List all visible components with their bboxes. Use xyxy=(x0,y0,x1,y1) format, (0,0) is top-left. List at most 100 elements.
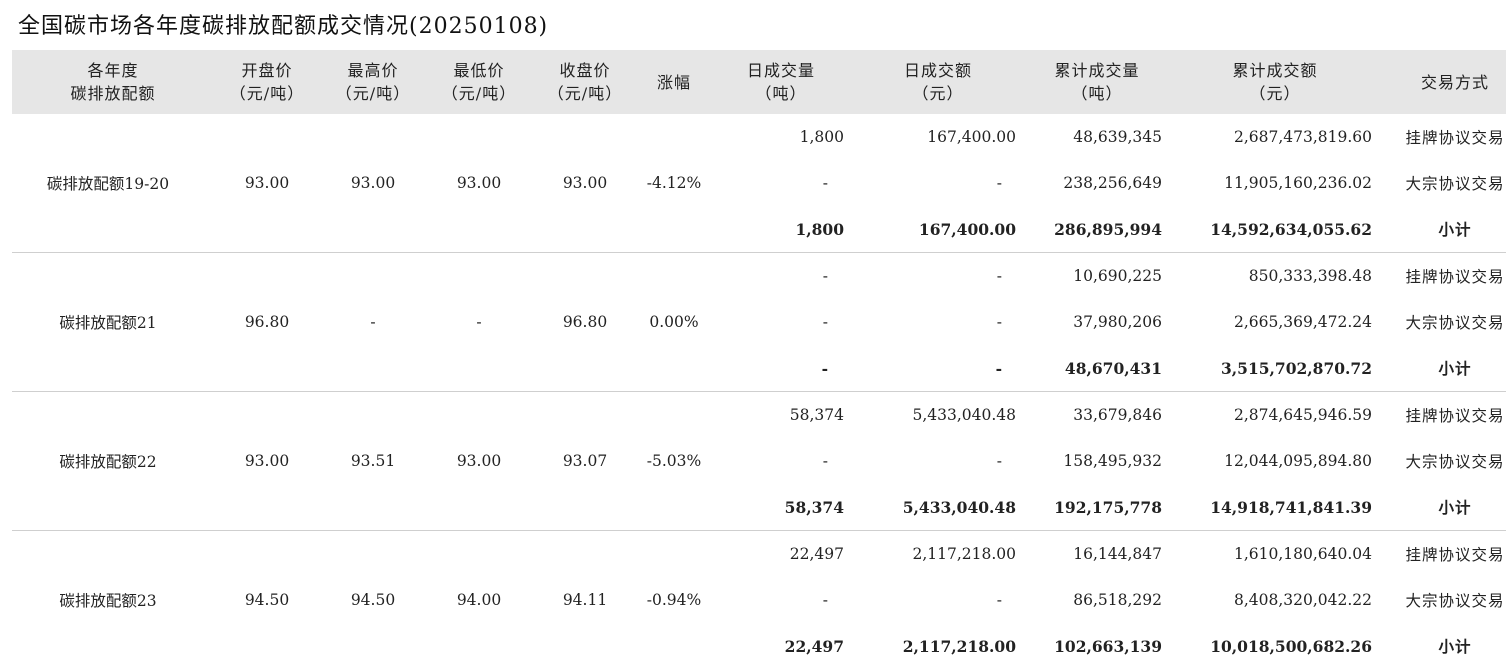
high-price: 93.00 xyxy=(320,114,426,253)
price-change: 0.00% xyxy=(638,253,710,392)
open-price: 96.80 xyxy=(214,253,320,392)
cumulative-amount: 2,687,473,819.60 xyxy=(1170,114,1380,160)
trade-method: 小计 xyxy=(1380,345,1506,392)
daily-volume: 58,374 xyxy=(710,484,852,531)
daily-volume: 1,800 xyxy=(710,114,852,160)
daily-amount: - xyxy=(852,299,1024,345)
low-price: 93.00 xyxy=(426,392,532,531)
trade-method: 小计 xyxy=(1380,484,1506,531)
open-price: 93.00 xyxy=(214,392,320,531)
header-unit: （吨） xyxy=(1024,82,1170,105)
header-label: 涨幅 xyxy=(638,71,710,94)
price-change: -4.12% xyxy=(638,114,710,253)
cumulative-volume: 48,670,431 xyxy=(1024,345,1170,392)
header-label: 各年度 xyxy=(12,59,214,82)
allowance-name: 碳排放配额23 xyxy=(12,531,214,669)
cumulative-volume: 37,980,206 xyxy=(1024,299,1170,345)
trade-method: 大宗协议交易 xyxy=(1380,160,1506,206)
daily-volume: - xyxy=(710,345,852,392)
daily-volume: - xyxy=(710,160,852,206)
price-change: -0.94% xyxy=(638,531,710,669)
header-label: 日成交量 xyxy=(710,59,852,82)
high-price: 94.50 xyxy=(320,531,426,669)
page-title: 全国碳市场各年度碳排放配额成交情况(20250108) xyxy=(18,8,548,40)
header-label: 收盘价 xyxy=(532,59,638,82)
cumulative-volume: 238,256,649 xyxy=(1024,160,1170,206)
cumulative-amount: 11,905,160,236.02 xyxy=(1170,160,1380,206)
header-col-cum-volume: 累计成交量（吨） xyxy=(1024,50,1170,114)
header-unit: （元/吨） xyxy=(532,82,638,105)
cumulative-volume: 48,639,345 xyxy=(1024,114,1170,160)
trade-method: 挂牌协议交易 xyxy=(1380,253,1506,300)
header-col-low: 最低价（元/吨） xyxy=(426,50,532,114)
header-col-change: 涨幅 xyxy=(638,50,710,114)
close-price: 93.00 xyxy=(532,114,638,253)
cumulative-amount: 10,018,500,682.26 xyxy=(1170,623,1380,669)
cumulative-volume: 16,144,847 xyxy=(1024,531,1170,578)
low-price: - xyxy=(426,253,532,392)
daily-amount: 5,433,040.48 xyxy=(852,484,1024,531)
header-label: 交易方式 xyxy=(1380,71,1506,94)
cumulative-amount: 2,874,645,946.59 xyxy=(1170,392,1380,439)
header-unit: （元/吨） xyxy=(214,82,320,105)
header-unit: （元） xyxy=(1170,82,1380,105)
cumulative-volume: 86,518,292 xyxy=(1024,577,1170,623)
carbon-trading-table: 各年度碳排放配额开盘价（元/吨）最高价（元/吨）最低价（元/吨）收盘价（元/吨）… xyxy=(12,50,1506,669)
trade-method: 小计 xyxy=(1380,623,1506,669)
trade-method: 挂牌协议交易 xyxy=(1380,114,1506,160)
header-unit: （元/吨） xyxy=(426,82,532,105)
close-price: 96.80 xyxy=(532,253,638,392)
header-label: 开盘价 xyxy=(214,59,320,82)
high-price: 93.51 xyxy=(320,392,426,531)
cumulative-amount: 2,665,369,472.24 xyxy=(1170,299,1380,345)
header-col-allowance: 各年度碳排放配额 xyxy=(12,50,214,114)
daily-volume: 1,800 xyxy=(710,206,852,253)
daily-amount: 167,400.00 xyxy=(852,114,1024,160)
allowance-name: 碳排放配额22 xyxy=(12,392,214,531)
header-col-close: 收盘价（元/吨） xyxy=(532,50,638,114)
trade-method: 挂牌协议交易 xyxy=(1380,392,1506,439)
cumulative-volume: 102,663,139 xyxy=(1024,623,1170,669)
low-price: 94.00 xyxy=(426,531,532,669)
close-price: 93.07 xyxy=(532,392,638,531)
cumulative-volume: 10,690,225 xyxy=(1024,253,1170,300)
close-price: 94.11 xyxy=(532,531,638,669)
allowance-name: 碳排放配额19-20 xyxy=(12,114,214,253)
daily-amount: - xyxy=(852,577,1024,623)
cumulative-amount: 850,333,398.48 xyxy=(1170,253,1380,300)
header-row: 各年度碳排放配额开盘价（元/吨）最高价（元/吨）最低价（元/吨）收盘价（元/吨）… xyxy=(12,50,1506,114)
daily-volume: 22,497 xyxy=(710,623,852,669)
daily-amount: 2,117,218.00 xyxy=(852,623,1024,669)
header-unit: （吨） xyxy=(710,82,852,105)
allowance-name: 碳排放配额21 xyxy=(12,253,214,392)
daily-volume: - xyxy=(710,577,852,623)
cumulative-volume: 33,679,846 xyxy=(1024,392,1170,439)
header-col-open: 开盘价（元/吨） xyxy=(214,50,320,114)
trade-method: 大宗协议交易 xyxy=(1380,577,1506,623)
header-col-daily-volume: 日成交量（吨） xyxy=(710,50,852,114)
daily-amount: - xyxy=(852,345,1024,392)
cumulative-amount: 14,592,634,055.62 xyxy=(1170,206,1380,253)
open-price: 93.00 xyxy=(214,114,320,253)
trade-method: 大宗协议交易 xyxy=(1380,438,1506,484)
cumulative-amount: 12,044,095,894.80 xyxy=(1170,438,1380,484)
cumulative-amount: 3,515,702,870.72 xyxy=(1170,345,1380,392)
daily-volume: - xyxy=(710,253,852,300)
high-price: - xyxy=(320,253,426,392)
header-label: 日成交额 xyxy=(852,59,1024,82)
daily-volume: - xyxy=(710,299,852,345)
header-col-daily-amount: 日成交额（元） xyxy=(852,50,1024,114)
low-price: 93.00 xyxy=(426,114,532,253)
daily-amount: 2,117,218.00 xyxy=(852,531,1024,578)
header-unit: （元/吨） xyxy=(320,82,426,105)
header-label: 累计成交量 xyxy=(1024,59,1170,82)
header-unit: 碳排放配额 xyxy=(12,82,214,105)
trade-method: 大宗协议交易 xyxy=(1380,299,1506,345)
daily-amount: - xyxy=(852,253,1024,300)
open-price: 94.50 xyxy=(214,531,320,669)
cumulative-amount: 1,610,180,640.04 xyxy=(1170,531,1380,578)
